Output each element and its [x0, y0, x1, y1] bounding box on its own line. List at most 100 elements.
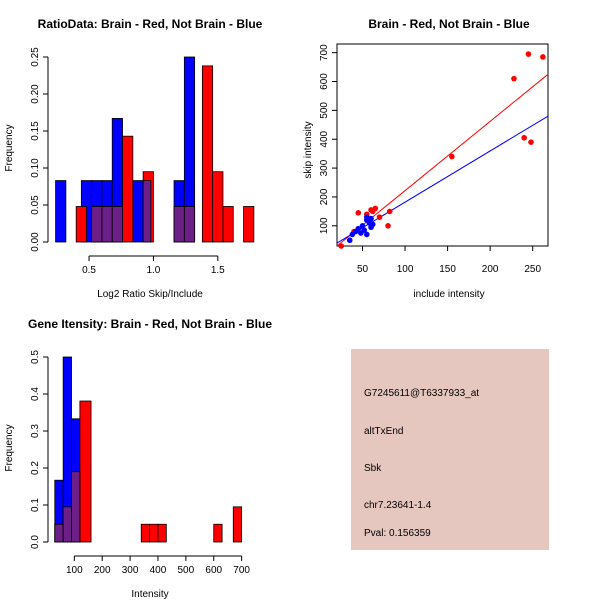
point-not-brain-13 — [368, 215, 374, 222]
info-panel-background — [351, 349, 549, 550]
x-tick-label: 400 — [150, 565, 167, 576]
x-tick-label: 700 — [233, 565, 250, 576]
y-tick-label: 500 — [319, 102, 330, 119]
x-tick-label: 100 — [66, 565, 83, 576]
point-brain-14 — [528, 139, 534, 145]
bar-overlap-2 — [111, 206, 123, 243]
y-tick-label: 0.00 — [30, 232, 41, 252]
probe-id-text: G7245611@T6337933_at — [364, 388, 479, 399]
bar-not-brain-0 — [55, 180, 67, 243]
pval-text: Pval: 0.156359 — [364, 528, 431, 539]
y-tick-label: 0.15 — [30, 121, 41, 141]
bar-brain-4 — [122, 135, 134, 243]
x-tick-label: 600 — [205, 565, 222, 576]
y-tick-label: 0.20 — [30, 84, 41, 104]
bar-overlap-1 — [101, 206, 113, 243]
ratio-histogram-title: RatioData: Brain - Red, Not Brain - Blue — [38, 17, 263, 31]
scatter-points — [336, 51, 549, 249]
bar-overlap-4 — [173, 206, 185, 243]
bar-brain-6 — [157, 523, 167, 543]
y-tick-label: 0.10 — [30, 158, 41, 178]
point-not-brain-6 — [361, 227, 368, 233]
point-not-brain-0 — [346, 237, 353, 244]
ratio-histogram-ylabel: Frequency — [4, 124, 15, 171]
bar-not-brain-5 — [132, 180, 144, 243]
x-tick-label: 1.0 — [146, 265, 160, 276]
bar-brain-10 — [243, 206, 255, 243]
y-tick-label: 0.25 — [30, 47, 41, 67]
point-brain-13 — [525, 51, 532, 57]
x-tick-label: 300 — [122, 565, 139, 576]
bar-overlap-2 — [71, 471, 81, 543]
ratio-histogram-panel: RatioData: Brain - Red, Not Brain - Blue… — [4, 17, 263, 300]
scatter-title: Brain - Red, Not Brain - Blue — [368, 17, 530, 31]
point-brain-10 — [449, 153, 455, 160]
y-tick-label: 0.5 — [30, 350, 41, 364]
location-text: chr7.23641-1.4 — [364, 500, 432, 511]
x-tick-label: 0.5 — [82, 265, 96, 276]
bar-brain-8 — [212, 171, 224, 243]
info-panel: G7245611@T6337933_at altTxEnd Sbk chr7.2… — [351, 349, 549, 550]
point-not-brain-11 — [369, 221, 376, 228]
y-tick-label: 200 — [319, 188, 330, 205]
y-tick-label: 100 — [319, 217, 330, 234]
point-not-brain-5 — [359, 223, 366, 229]
scatter-plot-frame — [336, 43, 549, 247]
bar-brain-0 — [75, 206, 87, 243]
bar-brain-3 — [79, 400, 92, 543]
scatter-ylabel: skip intensity — [303, 121, 314, 178]
x-tick-label: 50 — [357, 264, 369, 275]
point-brain-15 — [540, 54, 546, 60]
x-tick-label: 500 — [178, 565, 195, 576]
ratio-histogram-bars — [55, 56, 255, 243]
scatter-panel: Brain - Red, Not Brain - Blue 100 200 300 4… — [303, 17, 549, 300]
bar-overlap-0 — [54, 523, 64, 543]
point-brain-6 — [372, 205, 379, 212]
intensity-histogram-xlabel: Intensity — [131, 589, 168, 600]
scatter-axes: 100 200 300 400 500 600 700 50 100 150 200 250 — [319, 44, 541, 275]
x-tick-label: 200 — [482, 264, 499, 275]
y-tick-label: 300 — [319, 159, 330, 176]
y-tick-label: 400 — [319, 130, 330, 147]
point-not-brain-3 — [355, 225, 362, 232]
x-tick-label: 1.5 — [211, 265, 225, 276]
intensity-histogram-title: Gene Itensity: Brain - Red, Not Brain - … — [28, 317, 272, 331]
x-tick-label: 250 — [524, 264, 541, 275]
x-tick-label: 150 — [439, 264, 456, 275]
intensity-histogram-panel: Gene Itensity: Brain - Red, Not Brain - … — [4, 317, 272, 600]
y-tick-label: 700 — [319, 44, 330, 61]
intensity-histogram-bars — [54, 356, 243, 543]
x-tick-label: 100 — [397, 264, 414, 275]
point-brain-11 — [511, 75, 517, 82]
bar-overlap-1 — [62, 506, 72, 543]
y-tick-label: 600 — [319, 73, 330, 90]
ratio-histogram-xlabel: Log2 Ratio Skip/Include — [97, 289, 203, 300]
bar-brain-7 — [201, 65, 214, 243]
point-brain-8 — [385, 223, 391, 229]
point-not-brain-12 — [363, 214, 370, 220]
bar-brain-4 — [140, 523, 151, 543]
y-tick-label: 0.4 — [30, 387, 41, 401]
point-brain-12 — [521, 134, 527, 141]
y-tick-label: 0.2 — [30, 461, 41, 475]
y-tick-label: 0.3 — [30, 424, 41, 438]
y-tick-label: 0.1 — [30, 498, 41, 512]
y-tick-label: 0.05 — [30, 195, 41, 215]
event-type-text: altTxEnd — [364, 426, 403, 437]
intensity-histogram-axes: 0.0 0.1 0.2 0.3 0.4 0.5 100 200 300 400 500 600 700 — [30, 350, 250, 576]
bar-overlap-0 — [91, 206, 103, 243]
point-brain-7 — [376, 214, 383, 220]
bar-brain-5 — [149, 523, 159, 543]
point-brain-2 — [355, 210, 362, 216]
scatter-xlabel: include intensity — [413, 289, 484, 300]
bar-brain-9 — [222, 206, 234, 243]
x-tick-label: 200 — [94, 565, 111, 576]
ratio-histogram-axes: 0.00 0.05 0.10 0.15 0.20 0.25 0.5 1.0 1.5 — [30, 47, 225, 276]
point-brain-0 — [338, 243, 345, 249]
point-brain-9 — [386, 208, 393, 215]
intensity-histogram-ylabel: Frequency — [4, 424, 15, 471]
bar-overlap-3 — [142, 180, 152, 243]
y-tick-label: 0.0 — [30, 535, 41, 549]
bar-brain-8 — [232, 506, 243, 543]
